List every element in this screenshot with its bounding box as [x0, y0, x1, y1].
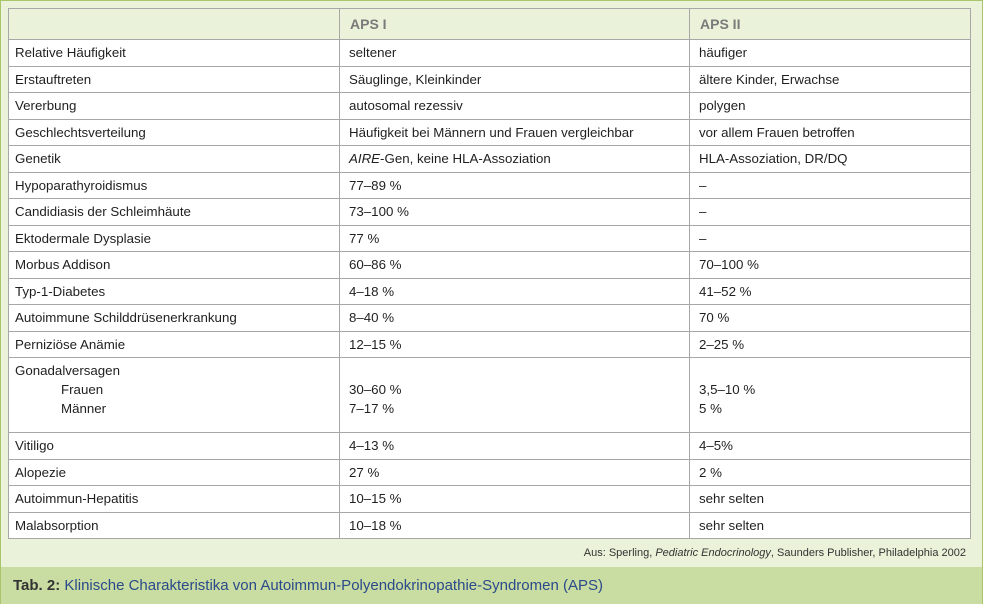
row-label: Erstauftreten	[8, 65, 340, 93]
row-label: Vitiligo	[8, 432, 340, 460]
sub-label-frauen: Frauen	[61, 382, 104, 397]
row-label: Alopezie	[8, 458, 340, 486]
aps2-cell: 4–5%	[689, 432, 971, 460]
table-row: Relative Häufigkeit seltener häufiger	[8, 39, 971, 67]
source-citation: Aus: Sperling, Pediatric Endocrinology, …	[584, 547, 966, 559]
table-row: Geschlechtsverteilung Häufigkeit bei Män…	[8, 118, 971, 146]
aps2-cell: 41–52 %	[689, 277, 971, 305]
gonadal-label: Gonadalversagen	[15, 363, 120, 378]
aps1-maenner: 7–17 %	[349, 401, 395, 416]
aps2-cell: ältere Kinder, Erwachse	[689, 65, 971, 93]
source-suffix: , Saunders Publisher, Philadelphia 2002	[770, 547, 966, 559]
table-row: Hypoparathyroidismus 77–89 % –	[8, 171, 971, 199]
table-row: Morbus Addison 60–86 % 70–100 %	[8, 251, 971, 279]
table-row: Malabsorption 10–18 % sehr selten	[8, 511, 971, 539]
header-aps1: APS I	[339, 8, 690, 40]
aps1-cell: Säuglinge, Kleinkinder	[339, 65, 690, 93]
caption-text: Klinische Charakteristika von Autoimmun-…	[60, 577, 603, 594]
aps2-cell: häufiger	[689, 39, 971, 67]
aps1-cell: 10–18 %	[339, 511, 690, 539]
table-row: Typ-1-Diabetes 4–18 % 41–52 %	[8, 277, 971, 305]
aps2-maenner: 5 %	[699, 401, 722, 416]
table-row: Alopezie 27 % 2 %	[8, 458, 971, 486]
row-label: Hypoparathyroidismus	[8, 171, 340, 199]
aps2-frauen: 3,5–10 %	[699, 382, 756, 397]
aps2-cell: sehr selten	[689, 511, 971, 539]
aps1-cell: 27 %	[339, 458, 690, 486]
caption-label: Tab. 2:	[13, 577, 61, 594]
header-empty	[8, 8, 340, 40]
aps2-cell: –	[689, 198, 971, 226]
aps1-cell: seltener	[339, 39, 690, 67]
row-label: Perniziöse Anämie	[8, 330, 340, 358]
source-prefix: Aus: Sperling,	[583, 547, 656, 559]
table-row: Erstauftreten Säuglinge, Kleinkinder ält…	[8, 65, 971, 93]
data-table: APS I APS II Relative Häufigkeit seltene…	[8, 8, 971, 539]
table-wrapper: APS I APS II Relative Häufigkeit seltene…	[8, 8, 971, 539]
table-row: Autoimmun-Hepatitis 10–15 % sehr selten	[8, 485, 971, 513]
row-label: Candidiasis der Schleimhäute	[8, 198, 340, 226]
table-row: Perniziöse Anämie 12–15 % 2–25 %	[8, 330, 971, 358]
aps2-cell: 2 %	[689, 458, 971, 486]
aps2-cell: vor allem Frauen betroffen	[689, 118, 971, 146]
aps1-cell: Häufigkeit bei Männern und Frauen vergle…	[339, 118, 690, 146]
aps2-cell: 3,5–10 % 5 %	[689, 357, 971, 433]
aps2-cell: –	[689, 224, 971, 252]
source-book: Pediatric Endocrinology	[655, 547, 771, 559]
aps1-cell: 77–89 %	[339, 171, 690, 199]
gene-text: -Gen, keine HLA-Assoziation	[380, 151, 551, 167]
aps2-cell: 2–25 %	[689, 330, 971, 358]
aps1-cell: 10–15 %	[339, 485, 690, 513]
aps2-cell: polygen	[689, 92, 971, 120]
aps2-cell: 70 %	[689, 304, 971, 332]
table-row: Autoimmune Schilddrüsenerkrankung 8–40 %…	[8, 304, 971, 332]
aps1-cell: 4–13 %	[339, 432, 690, 460]
row-label: Vererbung	[8, 92, 340, 120]
row-label: Gonadalversagen Frauen Männer	[8, 357, 340, 433]
aps1-cell: 8–40 %	[339, 304, 690, 332]
aps1-cell: 73–100 %	[339, 198, 690, 226]
row-label: Typ-1-Diabetes	[8, 277, 340, 305]
row-label: Ektodermale Dysplasie	[8, 224, 340, 252]
row-label: Malabsorption	[8, 511, 340, 539]
row-label: Autoimmune Schilddrüsenerkrankung	[8, 304, 340, 332]
aps1-cell: 12–15 %	[339, 330, 690, 358]
row-label: Autoimmun-Hepatitis	[8, 485, 340, 513]
aps2-cell: –	[689, 171, 971, 199]
table-row-gonadal: Gonadalversagen Frauen Männer 30–60 % 7–…	[8, 357, 971, 433]
table-caption: Tab. 2: Klinische Charakteristika von Au…	[1, 567, 982, 604]
row-label: Genetik	[8, 145, 340, 173]
aps1-cell: autosomal rezessiv	[339, 92, 690, 120]
table-row: Candidiasis der Schleimhäute 73–100 % –	[8, 198, 971, 226]
aps2-cell: 70–100 %	[689, 251, 971, 279]
sub-label-maenner: Männer	[61, 401, 107, 416]
row-label: Geschlechtsverteilung	[8, 118, 340, 146]
table-row: Vererbung autosomal rezessiv polygen	[8, 92, 971, 120]
aps1-cell: 30–60 % 7–17 %	[339, 357, 690, 433]
aps1-cell: AIRE-Gen, keine HLA-Assoziation	[339, 145, 690, 173]
table-row: Genetik AIRE-Gen, keine HLA-Assoziation …	[8, 145, 971, 173]
table-row: Ektodermale Dysplasie 77 % –	[8, 224, 971, 252]
aps1-cell: 4–18 %	[339, 277, 690, 305]
aps1-cell: 77 %	[339, 224, 690, 252]
header-aps2: APS II	[689, 8, 971, 40]
row-label: Morbus Addison	[8, 251, 340, 279]
aps1-frauen: 30–60 %	[349, 382, 402, 397]
aps2-cell: sehr selten	[689, 485, 971, 513]
gene-name: AIRE	[349, 151, 381, 167]
table-row: Vitiligo 4–13 % 4–5%	[8, 432, 971, 460]
aps2-cell: HLA-Assoziation, DR/DQ	[689, 145, 971, 173]
header-row: APS I APS II	[8, 8, 971, 40]
row-label: Relative Häufigkeit	[8, 39, 340, 67]
aps1-cell: 60–86 %	[339, 251, 690, 279]
